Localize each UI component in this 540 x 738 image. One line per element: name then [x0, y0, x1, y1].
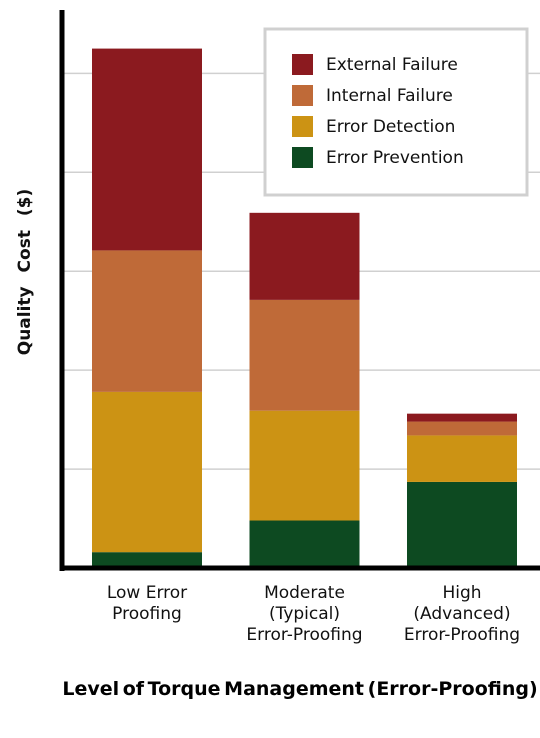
- bar-segment: [249, 299, 360, 411]
- legend-swatch: [292, 85, 313, 106]
- bar-segment: [92, 391, 202, 553]
- bar-segment: [92, 250, 202, 392]
- x-tick-label: High: [442, 583, 481, 603]
- x-axis-label: Level of Torque Management (Error-Proofi…: [62, 678, 538, 700]
- x-tick-label: (Advanced): [413, 604, 510, 624]
- legend-swatch: [292, 116, 313, 137]
- bar-segment: [407, 481, 517, 568]
- bar-segment: [249, 520, 360, 568]
- bar-segment: [92, 48, 202, 251]
- x-tick-label: (Typical): [269, 604, 340, 624]
- legend-label: Error Detection: [326, 117, 455, 137]
- bar-segment: [249, 212, 360, 300]
- legend-swatch: [292, 147, 313, 168]
- bar-segment: [407, 413, 517, 422]
- legend-swatch: [292, 54, 313, 75]
- bar-segment: [407, 421, 517, 436]
- y-axis-label: Quality Cost ($): [15, 189, 35, 356]
- legend-label: Internal Failure: [326, 86, 453, 106]
- x-tick-label: Error-Proofing: [246, 625, 362, 645]
- x-tick-label: Error-Proofing: [404, 625, 520, 645]
- legend-label: Error Prevention: [326, 148, 464, 168]
- legend-box: [263, 27, 529, 197]
- legend-label: External Failure: [326, 55, 458, 75]
- chart: Low ErrorProofingModerate(Typical)Error-…: [15, 10, 540, 645]
- bar-segment: [249, 410, 360, 521]
- x-tick-label: Proofing: [112, 604, 182, 624]
- bar-segment: [92, 552, 202, 568]
- x-tick-label: Low Error: [107, 583, 187, 603]
- x-tick-label: Moderate: [264, 583, 345, 603]
- bar-segment: [407, 435, 517, 482]
